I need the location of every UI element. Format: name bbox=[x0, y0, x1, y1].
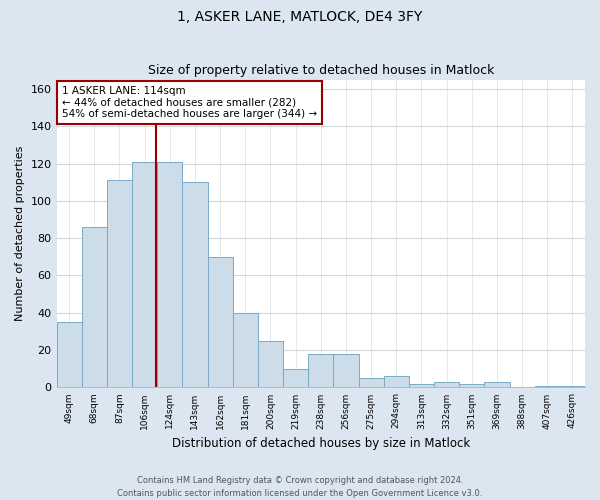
Bar bbox=[459, 384, 484, 388]
Bar bbox=[233, 313, 258, 388]
Bar bbox=[132, 162, 157, 388]
Bar bbox=[434, 382, 459, 388]
Title: Size of property relative to detached houses in Matlock: Size of property relative to detached ho… bbox=[148, 64, 494, 77]
Bar bbox=[208, 257, 233, 388]
Text: 1, ASKER LANE, MATLOCK, DE4 3FY: 1, ASKER LANE, MATLOCK, DE4 3FY bbox=[178, 10, 422, 24]
Bar bbox=[258, 341, 283, 388]
Bar bbox=[484, 382, 509, 388]
Bar bbox=[308, 354, 334, 388]
Bar bbox=[334, 354, 359, 388]
Bar bbox=[182, 182, 208, 388]
Bar bbox=[283, 369, 308, 388]
Bar bbox=[409, 384, 434, 388]
Text: Contains HM Land Registry data © Crown copyright and database right 2024.
Contai: Contains HM Land Registry data © Crown c… bbox=[118, 476, 482, 498]
Y-axis label: Number of detached properties: Number of detached properties bbox=[15, 146, 25, 321]
Bar bbox=[82, 227, 107, 388]
X-axis label: Distribution of detached houses by size in Matlock: Distribution of detached houses by size … bbox=[172, 437, 470, 450]
Bar bbox=[535, 386, 560, 388]
Bar bbox=[383, 376, 409, 388]
Bar bbox=[560, 386, 585, 388]
Bar bbox=[359, 378, 383, 388]
Bar bbox=[107, 180, 132, 388]
Bar bbox=[157, 162, 182, 388]
Bar bbox=[56, 322, 82, 388]
Text: 1 ASKER LANE: 114sqm
← 44% of detached houses are smaller (282)
54% of semi-deta: 1 ASKER LANE: 114sqm ← 44% of detached h… bbox=[62, 86, 317, 119]
